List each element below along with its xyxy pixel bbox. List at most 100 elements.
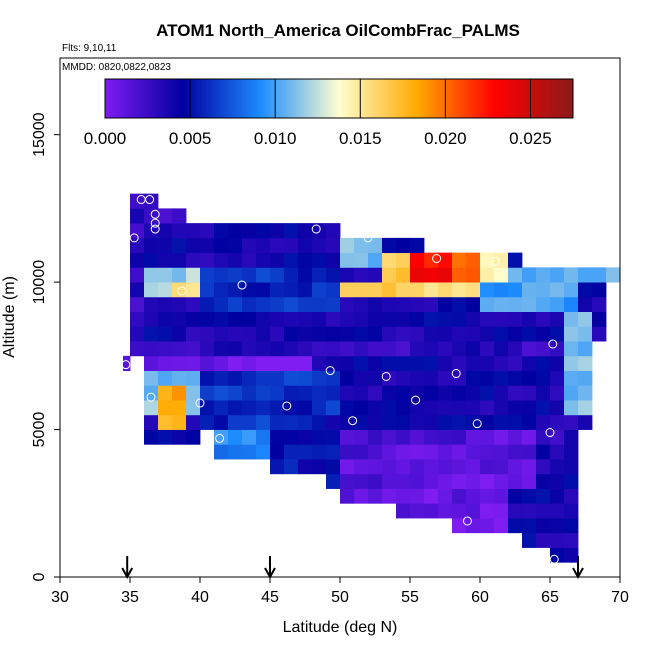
heatmap-cell <box>452 326 467 342</box>
heatmap-cell <box>550 444 565 460</box>
heatmap-cell <box>536 518 551 534</box>
heatmap-cell <box>410 282 425 298</box>
heatmap-cell <box>522 532 537 548</box>
heatmap-cell <box>228 252 243 268</box>
heatmap-cell <box>270 429 285 445</box>
heatmap-cell <box>340 311 355 327</box>
heatmap-cell <box>494 370 509 386</box>
sample-point <box>490 256 500 266</box>
heatmap-cell <box>368 429 383 445</box>
heatmap-cell <box>578 267 593 283</box>
heatmap-cell <box>228 414 243 430</box>
heatmap-cell <box>354 429 369 445</box>
heatmap-cell <box>158 429 173 445</box>
heatmap-cell <box>480 326 495 342</box>
heatmap-cell <box>452 429 467 445</box>
heatmap-cell <box>158 341 173 357</box>
heatmap-cell <box>368 282 383 298</box>
heatmap-cell <box>536 370 551 386</box>
heatmap-cell <box>340 341 355 357</box>
heatmap-cell <box>536 385 551 401</box>
heatmap-cell <box>396 370 411 386</box>
heatmap-cell <box>522 459 537 475</box>
heatmap-cell <box>354 341 369 357</box>
heatmap-cell <box>354 252 369 268</box>
heatmap-cell <box>284 385 299 401</box>
heatmap-cell <box>228 282 243 298</box>
heatmap-cell <box>382 341 397 357</box>
heatmap-cell <box>466 326 481 342</box>
heatmap-cell <box>410 296 425 312</box>
heatmap-cell <box>368 267 383 283</box>
heatmap-cell <box>424 252 439 268</box>
heatmap-cell <box>298 444 313 460</box>
heatmap-cell <box>130 296 145 312</box>
heatmap-cell <box>214 326 229 342</box>
heatmap-cell <box>298 459 313 475</box>
heatmap-cell <box>242 267 257 283</box>
heatmap-cell <box>438 341 453 357</box>
heatmap-cell <box>354 237 369 254</box>
arrow-marker <box>264 556 276 580</box>
heatmap-cell <box>480 355 495 371</box>
heatmap-cell <box>256 444 271 460</box>
arrow-marker <box>121 556 134 580</box>
heatmap-cell <box>186 296 201 312</box>
heatmap-cell <box>298 355 313 371</box>
heatmap-cell <box>242 326 257 342</box>
heatmap-cell <box>186 267 201 283</box>
heatmap-cell <box>410 237 425 254</box>
heatmap-cell <box>466 296 481 312</box>
y-axis-label: Altitude (m) <box>1 276 18 358</box>
heatmap-cell <box>578 400 593 416</box>
heatmap-cell <box>200 296 215 312</box>
arrow-marker <box>572 556 584 580</box>
heatmap-cell <box>382 429 397 445</box>
heatmap-cell <box>354 385 369 401</box>
sample-point <box>411 395 421 405</box>
x-axis: 30 35 40 45 50 55 60 65 70 <box>51 577 629 606</box>
heatmap-cell <box>424 414 439 430</box>
heatmap-cell <box>214 237 229 254</box>
heatmap-cell <box>424 267 439 283</box>
heatmap-cell <box>312 444 327 460</box>
heatmap-cell <box>186 237 201 254</box>
heatmap-cell <box>508 385 523 401</box>
heatmap-cell <box>452 341 467 357</box>
heatmap-cell <box>256 370 271 386</box>
heatmap-cell <box>256 252 271 268</box>
heatmap-cell <box>452 459 467 475</box>
heatmap-cell <box>452 311 467 327</box>
sample-point <box>548 339 558 349</box>
x-tick-label: 30 <box>51 589 69 606</box>
heatmap-cell <box>242 311 257 327</box>
heatmap-cell <box>284 223 299 239</box>
heatmap-cell <box>256 414 271 430</box>
x-tick-label: 40 <box>191 589 209 606</box>
colorbar-tick-label: 0.005 <box>169 129 212 148</box>
heatmap-cell <box>242 414 257 430</box>
sample-point <box>215 433 225 443</box>
sample-point <box>150 209 160 219</box>
heatmap-cell <box>256 237 271 254</box>
heatmap-cell <box>438 252 453 268</box>
heatmap-cell <box>550 473 565 489</box>
heatmap-cell <box>312 370 327 386</box>
heatmap-cell <box>158 414 173 430</box>
heatmap-cell <box>354 267 369 283</box>
heatmap-cell <box>340 237 355 254</box>
heatmap-cell <box>256 267 271 283</box>
x-tick-label: 70 <box>611 589 629 606</box>
heatmap-cell <box>564 370 579 386</box>
heatmap-cell <box>522 370 537 386</box>
heatmap-cell <box>186 429 201 445</box>
heatmap-cell <box>284 444 299 460</box>
heatmap-cell <box>438 370 453 386</box>
heatmap-cell <box>144 414 159 430</box>
heatmap-cell <box>298 341 313 357</box>
heatmap-cell <box>438 282 453 298</box>
x-tick-label: 35 <box>121 589 139 606</box>
heatmap-cell <box>284 355 299 371</box>
heatmap-cell <box>214 444 229 460</box>
heatmap-cell <box>522 518 537 534</box>
